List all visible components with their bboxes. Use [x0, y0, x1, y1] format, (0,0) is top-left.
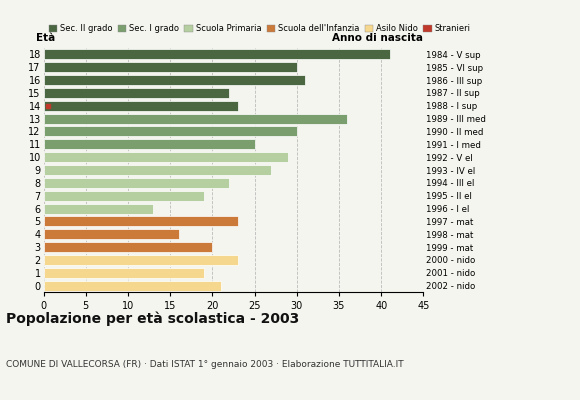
Bar: [44, 255, 238, 265]
Text: Popolazione per età scolastica - 2003: Popolazione per età scolastica - 2003: [6, 312, 299, 326]
Text: COMUNE DI VALLECORSA (FR) · Dati ISTAT 1° gennaio 2003 · Elaborazione TUTTITALIA: COMUNE DI VALLECORSA (FR) · Dati ISTAT 1…: [6, 360, 404, 369]
Bar: [44, 216, 238, 226]
Bar: [44, 75, 305, 85]
Bar: [44, 229, 179, 239]
Bar: [44, 101, 238, 111]
Bar: [44, 50, 390, 60]
Bar: [44, 268, 204, 278]
Bar: [44, 204, 153, 214]
Legend: Sec. II grado, Sec. I grado, Scuola Primaria, Scuola dell'Infanzia, Asilo Nido, : Sec. II grado, Sec. I grado, Scuola Prim…: [48, 24, 472, 34]
Text: Età: Età: [36, 33, 55, 43]
Bar: [44, 62, 297, 72]
Bar: [44, 178, 229, 188]
Text: Anno di nascita: Anno di nascita: [332, 33, 423, 43]
Bar: [44, 242, 212, 252]
Bar: [44, 88, 229, 98]
Bar: [44, 126, 297, 136]
Bar: [44, 152, 288, 162]
Bar: [44, 280, 221, 290]
Bar: [44, 139, 255, 149]
Bar: [44, 191, 204, 201]
Bar: [44, 165, 271, 175]
Bar: [44, 114, 347, 124]
